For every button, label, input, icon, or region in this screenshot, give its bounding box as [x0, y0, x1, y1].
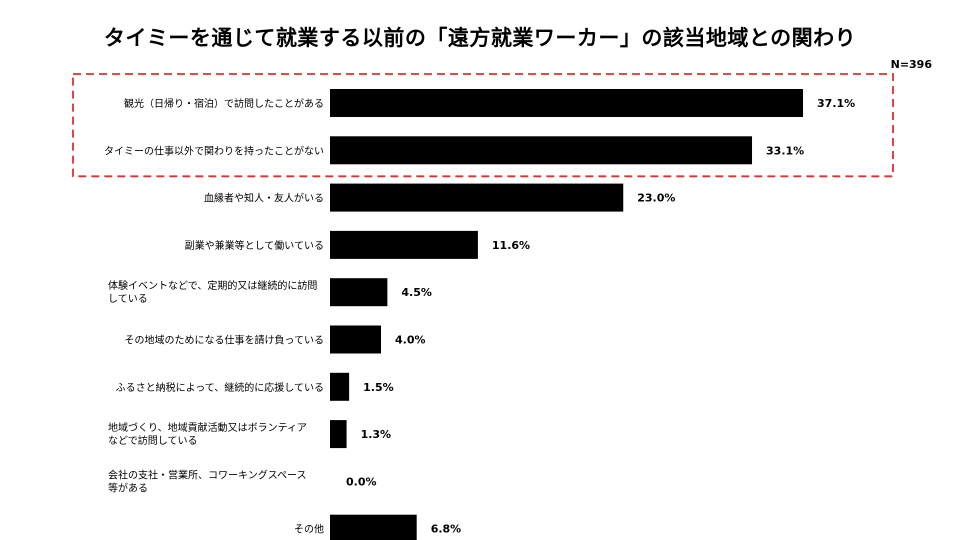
category-label: ふるさと納税によって、継続的に応援している [116, 381, 324, 394]
bar [330, 514, 417, 540]
category-label: 副業や兼業等として働いている [185, 239, 324, 252]
bar [330, 420, 347, 449]
bar [330, 136, 753, 165]
category-label: 体験イベントなどで、定期的又は継続的に訪問している [108, 279, 317, 305]
value-label: 1.5% [363, 381, 394, 394]
value-label: 23.0% [637, 192, 675, 205]
value-label: 4.5% [401, 286, 432, 299]
category-label: 地域づくり、地域貢献活動又はボランティアなどで訪問している [108, 421, 307, 447]
bar [330, 278, 388, 307]
value-label: 0.0% [346, 475, 377, 488]
highlight-box [72, 73, 894, 178]
chart-title: タイミーを通じて就業する以前の「遠方就業ワーカー」の該当地域との関わり [103, 26, 857, 50]
bar [330, 372, 350, 401]
bar [330, 230, 478, 259]
bar [330, 325, 381, 354]
value-label: 4.0% [395, 334, 426, 347]
value-label: 6.8% [431, 523, 462, 536]
category-label: 血縁者や知人・友人がいる [204, 192, 324, 205]
category-label: タイミーの仕事以外で関わりを持ったことがない [104, 144, 324, 157]
category-label: 会社の支社・営業所、コワーキングスペース等がある [108, 468, 307, 494]
value-label: 33.1% [766, 144, 804, 157]
bar [330, 89, 804, 117]
value-label: 1.3% [361, 428, 392, 441]
category-label: その他 [294, 523, 324, 536]
value-label: 11.6% [492, 239, 530, 252]
category-label: 観光（日帰り・宿泊）で訪問したことがある [124, 97, 324, 110]
category-label: その地域のためになる仕事を請け負っている [125, 334, 325, 347]
sample-size-label: N=396 [890, 58, 932, 71]
value-label: 37.1% [817, 97, 855, 110]
bar [330, 183, 624, 212]
